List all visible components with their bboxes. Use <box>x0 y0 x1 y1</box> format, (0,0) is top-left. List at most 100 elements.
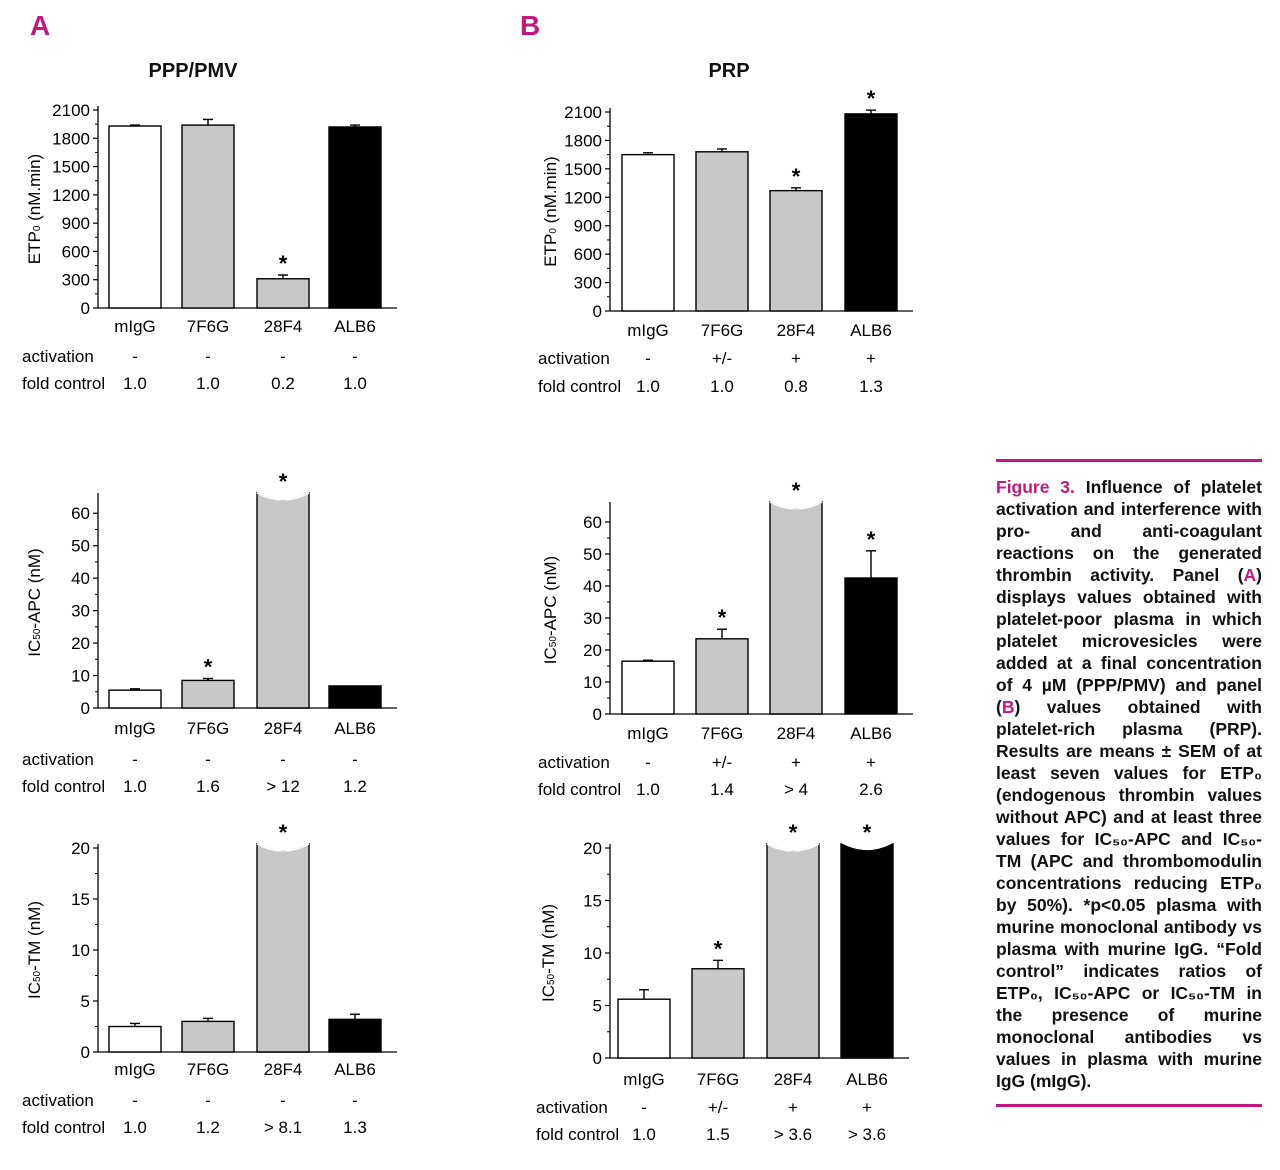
b-tm-activation-value: +/- <box>708 1098 728 1117</box>
a-tm-category-label: mIgG <box>114 1060 156 1079</box>
b-tm-bar-open-top <box>840 843 894 852</box>
a-etp-category-label: ALB6 <box>334 317 376 336</box>
a-etp-y-tick-label: 1500 <box>52 158 90 177</box>
b-etp-bar-alb6 <box>844 113 898 312</box>
a-apc-activation-value: - <box>205 750 211 769</box>
a-etp-fold-control-label: fold control <box>22 374 105 393</box>
a-etp-category-label: 28F4 <box>264 317 303 336</box>
b-apc-significance-star: * <box>718 605 727 630</box>
a-tm-y-tick-label: 20 <box>71 839 90 858</box>
b-etp-y-tick-label: 600 <box>574 245 602 264</box>
figure-caption: Figure 3. Influence of platelet activati… <box>996 459 1262 1107</box>
b-apc-y-tick-label: 50 <box>583 545 602 564</box>
a-apc-fold-control-label: fold control <box>22 777 105 796</box>
b-apc-y-tick-label: 40 <box>583 577 602 596</box>
a-etp-y-axis-label-part: 0 <box>32 225 43 231</box>
b-etp-fold-control-value: 1.3 <box>859 377 883 396</box>
b-etp-bar-migg <box>621 153 675 312</box>
a-apc-category-label: 7F6G <box>187 719 230 738</box>
a-apc-fold-control-value: 1.6 <box>196 777 220 796</box>
b-etp-y-tick-label: 900 <box>574 217 602 236</box>
a-apc-significance-star: * <box>279 469 288 494</box>
a-etp-significance-star: * <box>279 251 288 276</box>
a-etp-category-label: 7F6G <box>187 317 230 336</box>
a-tm-y-tick-label: 0 <box>81 1043 90 1062</box>
a-tm-bar-7f6g <box>181 1020 235 1053</box>
b-etp-activation-value: + <box>791 349 801 368</box>
a-etp-y-tick-label: 300 <box>62 271 90 290</box>
a-etp-y-axis-label: ETP0 (nM.min) <box>25 154 44 264</box>
b-tm-y-axis-label: IC50-TM (nM) <box>539 904 558 1002</box>
b-apc-fold-control-value: 1.4 <box>710 780 734 799</box>
panel-letter-b: B <box>520 10 541 41</box>
b-apc-activation-value: + <box>866 753 876 772</box>
a-apc-fold-control-value: 1.2 <box>343 777 367 796</box>
panel-letter-a: A <box>30 10 51 41</box>
b-tm-fold-control-value: 1.0 <box>632 1125 656 1144</box>
a-tm-activation-value: - <box>205 1091 211 1110</box>
b-apc-category-label: mIgG <box>627 724 669 743</box>
a-tm-y-axis-label: IC50-TM (nM) <box>25 901 44 999</box>
a-apc-activation-value: - <box>280 750 286 769</box>
a-tm-y-tick-label: 15 <box>71 890 90 909</box>
a-etp-bar-28f4 <box>256 278 310 309</box>
b-etp-category-label: ALB6 <box>850 321 892 340</box>
b-tm-category-label: 28F4 <box>774 1070 813 1089</box>
b-etp-bar-28f4 <box>769 189 823 312</box>
a-tm-bar-migg <box>108 1025 162 1053</box>
b-tm-bar-alb6 <box>840 842 894 1059</box>
b-etp-category-label: mIgG <box>627 321 669 340</box>
a-tm-fold-control-value: 1.3 <box>343 1118 367 1137</box>
a-apc-fold-control-value: > 12 <box>266 777 300 796</box>
a-etp-category-label: mIgG <box>114 317 156 336</box>
b-tm-y-tick-label: 5 <box>593 997 602 1016</box>
a-apc-significance-star: * <box>204 654 213 679</box>
b-apc-y-axis-label-part: -APC (nM) <box>541 556 560 636</box>
b-etp-y-axis-label-part: 0 <box>548 228 559 234</box>
a-tm-category-label: 28F4 <box>264 1060 303 1079</box>
b-etp-y-tick-label: 2100 <box>564 103 602 122</box>
a-apc-y-tick-label: 0 <box>81 699 90 718</box>
b-tm-fold-control-value: 1.5 <box>706 1125 730 1144</box>
a-tm-y-tick-label: 10 <box>71 941 90 960</box>
b-apc-y-axis-label: IC50-APC (nM) <box>541 556 560 664</box>
b-etp-y-axis-label: ETP0 (nM.min) <box>541 156 560 266</box>
b-etp-fold-control-value: 1.0 <box>636 377 660 396</box>
b-apc-y-tick-label: 10 <box>583 673 602 692</box>
b-tm-bar-open-top <box>766 843 820 852</box>
b-apc-category-label: 7F6G <box>701 724 744 743</box>
b-etp-fold-control-value: 1.0 <box>710 377 734 396</box>
b-apc-significance-star: * <box>792 478 801 503</box>
a-tm-activation-value: - <box>132 1091 138 1110</box>
panel-title-b: PRP <box>708 60 750 82</box>
b-tm-significance-star: * <box>789 820 798 845</box>
b-apc-y-tick-label: 20 <box>583 641 602 660</box>
a-etp-bar-alb6 <box>328 126 382 309</box>
a-etp-activation-value: - <box>352 347 358 366</box>
b-apc-bar-open-top <box>769 501 823 510</box>
a-etp-y-tick-label: 1200 <box>52 186 90 205</box>
caption-text-2: ) displays values obtained with platelet… <box>996 565 1262 717</box>
a-apc-y-tick-label: 20 <box>71 634 90 653</box>
a-tm-y-axis-label-part: 50 <box>32 970 43 982</box>
a-tm-fold-control-value: > 8.1 <box>264 1118 302 1137</box>
b-apc-significance-star: * <box>867 527 876 552</box>
b-apc-y-tick-label: 60 <box>583 513 602 532</box>
a-tm-activation-value: - <box>280 1091 286 1110</box>
b-tm-activation-value: + <box>862 1098 872 1117</box>
b-tm-y-tick-label: 10 <box>583 944 602 963</box>
b-etp-bar-7f6g <box>695 151 749 312</box>
b-etp-y-axis-label-part: ETP <box>541 234 560 267</box>
b-etp-y-tick-label: 300 <box>574 274 602 293</box>
b-etp-activation-value: - <box>645 349 651 368</box>
a-tm-fold-control-value: 1.2 <box>196 1118 220 1137</box>
a-etp-fold-control-value: 1.0 <box>123 374 147 393</box>
panel-title-a: PPP/PMV <box>148 60 238 82</box>
a-tm-category-label: ALB6 <box>334 1060 376 1079</box>
a-apc-y-tick-label: 60 <box>71 504 90 523</box>
a-etp-fold-control-value: 1.0 <box>196 374 220 393</box>
b-etp-y-axis-label-part: (nM.min) <box>541 156 560 228</box>
b-apc-fold-control-label: fold control <box>538 780 621 799</box>
a-etp-y-tick-label: 600 <box>62 242 90 261</box>
b-apc-bar-7f6g <box>695 638 749 715</box>
